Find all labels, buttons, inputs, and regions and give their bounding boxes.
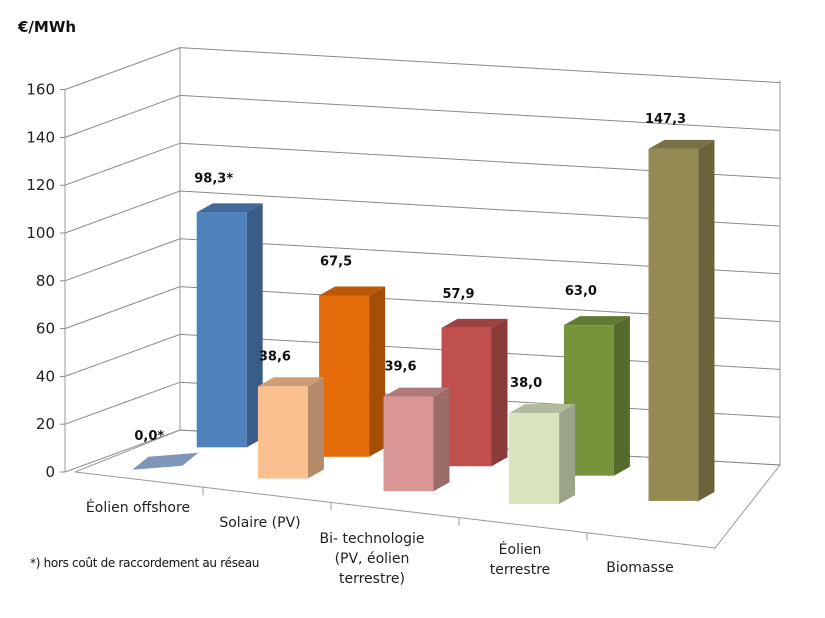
bar-back — [196, 212, 247, 448]
bar-front-side — [307, 377, 324, 479]
bar-back-top — [563, 316, 630, 326]
x-tick-label: Éolien terrestre — [490, 541, 551, 578]
bar-front-side — [559, 404, 576, 504]
bar-front-top — [509, 404, 576, 414]
y-tick-label: 60 — [36, 320, 55, 338]
bar-back — [319, 295, 370, 457]
data-label: 147,3 — [645, 112, 686, 127]
data-label: 0,0* — [134, 429, 164, 444]
y-tick-label: 120 — [26, 176, 55, 194]
data-label: 67,5 — [320, 254, 352, 269]
data-label: 57,9 — [442, 287, 474, 302]
bar-back-top — [196, 203, 263, 213]
bar-front — [383, 396, 434, 492]
y-tick-label: 100 — [26, 224, 55, 242]
bar-front-top — [383, 387, 450, 397]
data-label: 63,0 — [565, 284, 597, 299]
data-label: 38,6 — [259, 349, 291, 364]
y-tick-label: 20 — [36, 415, 55, 433]
data-label: 38,0 — [510, 376, 542, 391]
data-label: 98,3* — [194, 171, 233, 186]
bar-front — [509, 413, 560, 504]
bar-front-flat — [132, 452, 199, 470]
bar-back-side — [369, 286, 386, 457]
y-axis-unit-label: €/MWh — [18, 18, 77, 36]
bar-front — [257, 386, 308, 479]
x-tick-label: Bi- technologie (PV, éolien terrestre) — [320, 531, 425, 587]
x-tick-label: Biomasse — [606, 560, 673, 576]
bar-back — [441, 327, 492, 467]
x-tick-label: Solaire (PV) — [219, 515, 300, 531]
bar-back-top — [441, 318, 508, 328]
y-tick-label: 140 — [26, 128, 55, 146]
bar-front-top — [648, 139, 715, 149]
data-label: 39,6 — [384, 360, 416, 375]
bar-front-side — [698, 139, 715, 501]
gridline — [64, 47, 781, 91]
y-tick-label: 80 — [36, 272, 55, 290]
footnote: *) hors coût de raccordement au réseau — [30, 556, 260, 570]
y-tick-label: 0 — [45, 463, 55, 481]
bar-back-side — [613, 316, 630, 476]
bar-front — [648, 148, 699, 501]
bar-back-top — [319, 286, 386, 296]
y-tick-label: 40 — [36, 367, 55, 385]
bar-front-side — [433, 387, 450, 492]
bar-front-top — [257, 377, 324, 387]
x-tick-label: Éolien offshore — [86, 499, 190, 516]
bar-back-side — [491, 318, 508, 467]
y-tick-label: 160 — [26, 81, 55, 99]
